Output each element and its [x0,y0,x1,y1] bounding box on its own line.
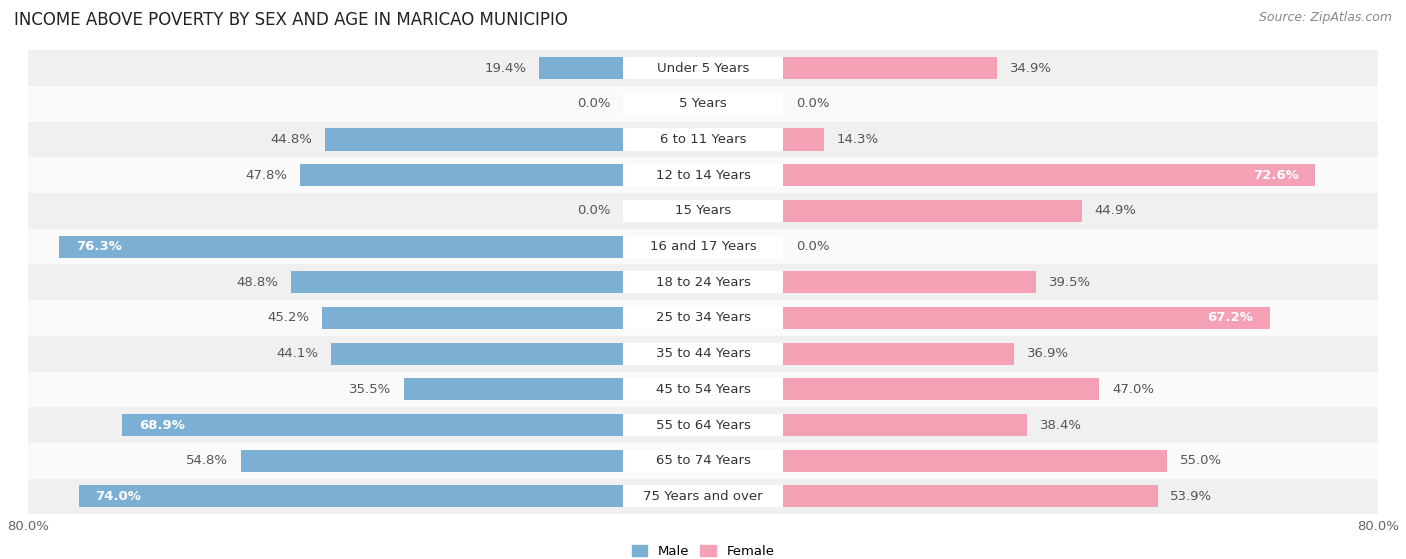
Bar [703,343,1014,364]
Text: INCOME ABOVE POVERTY BY SEX AND AGE IN MARICAO MUNICIPIO: INCOME ABOVE POVERTY BY SEX AND AGE IN M… [14,11,568,29]
Text: 35 to 44 Years: 35 to 44 Years [655,347,751,360]
Bar [703,200,1081,222]
Bar [28,443,1378,479]
Text: 12 to 14 Years: 12 to 14 Years [655,169,751,182]
Text: 0.0%: 0.0% [796,240,830,253]
Text: 38.4%: 38.4% [1039,419,1081,432]
Bar [28,336,1378,372]
Bar [623,93,783,115]
Bar [240,449,703,472]
Bar [623,485,783,508]
Text: 74.0%: 74.0% [96,490,142,503]
Text: Under 5 Years: Under 5 Years [657,61,749,75]
Bar [703,378,1099,400]
Bar [28,479,1378,514]
Bar [703,485,1157,508]
Text: 72.6%: 72.6% [1253,169,1299,182]
Text: 14.3%: 14.3% [837,133,879,146]
Text: 25 to 34 Years: 25 to 34 Years [655,311,751,324]
Bar [79,485,703,508]
Text: 44.1%: 44.1% [277,347,318,360]
Bar [623,235,783,258]
Text: 16 and 17 Years: 16 and 17 Years [650,240,756,253]
Text: 54.8%: 54.8% [186,454,228,467]
Bar [28,372,1378,407]
Text: 5 Years: 5 Years [679,97,727,110]
Bar [28,229,1378,264]
Text: 55 to 64 Years: 55 to 64 Years [655,419,751,432]
Text: 55.0%: 55.0% [1180,454,1222,467]
Bar [28,158,1378,193]
Bar [703,271,1036,293]
Bar [703,93,720,115]
Text: 35.5%: 35.5% [349,383,391,396]
Bar [28,300,1378,336]
Bar [623,307,783,329]
Legend: Male, Female: Male, Female [626,540,780,559]
Text: 68.9%: 68.9% [139,419,184,432]
Bar [59,235,703,258]
Bar [299,164,703,186]
Bar [322,307,703,329]
Text: 76.3%: 76.3% [76,240,122,253]
Bar [623,164,783,186]
Bar [404,378,703,400]
Bar [623,57,783,79]
Text: 0.0%: 0.0% [576,205,610,217]
Text: 15 Years: 15 Years [675,205,731,217]
Bar [325,129,703,150]
Text: 44.9%: 44.9% [1094,205,1136,217]
Bar [28,193,1378,229]
Bar [703,414,1026,436]
Bar [703,307,1270,329]
Text: 67.2%: 67.2% [1208,311,1253,324]
Bar [703,164,1316,186]
Bar [540,57,703,79]
Text: Source: ZipAtlas.com: Source: ZipAtlas.com [1258,11,1392,24]
Bar [623,129,783,150]
Text: 18 to 24 Years: 18 to 24 Years [655,276,751,289]
Bar [623,343,783,364]
Text: 0.0%: 0.0% [576,97,610,110]
Bar [686,200,703,222]
Bar [686,93,703,115]
Bar [28,407,1378,443]
Bar [28,122,1378,158]
Bar [623,200,783,222]
Bar [623,414,783,436]
Text: 39.5%: 39.5% [1049,276,1091,289]
Text: 19.4%: 19.4% [485,61,527,75]
Bar [28,50,1378,86]
Text: 6 to 11 Years: 6 to 11 Years [659,133,747,146]
Bar [28,86,1378,122]
Bar [291,271,703,293]
Text: 44.8%: 44.8% [270,133,312,146]
Text: 75 Years and over: 75 Years and over [643,490,763,503]
Bar [623,378,783,400]
Text: 53.9%: 53.9% [1170,490,1212,503]
Text: 36.9%: 36.9% [1026,347,1069,360]
Bar [703,129,824,150]
Bar [703,57,997,79]
Text: 47.8%: 47.8% [245,169,287,182]
Bar [28,264,1378,300]
Text: 48.8%: 48.8% [236,276,278,289]
Bar [703,449,1167,472]
Text: 34.9%: 34.9% [1010,61,1052,75]
Text: 0.0%: 0.0% [796,97,830,110]
Bar [703,235,720,258]
Text: 45.2%: 45.2% [267,311,309,324]
Bar [623,271,783,293]
Text: 47.0%: 47.0% [1112,383,1154,396]
Bar [330,343,703,364]
Bar [623,449,783,472]
Bar [122,414,703,436]
Text: 65 to 74 Years: 65 to 74 Years [655,454,751,467]
Text: 45 to 54 Years: 45 to 54 Years [655,383,751,396]
